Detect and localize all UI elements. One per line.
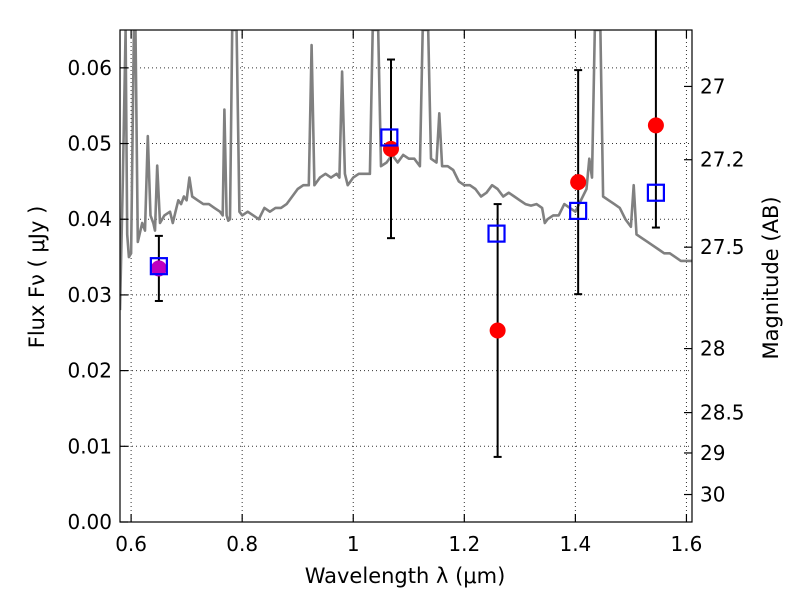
- x-tick-label: 0.8: [226, 532, 258, 556]
- y-axis-ticks: 0.00 0.01 0.02 0.03 0.04 0.05 0.06: [67, 56, 128, 534]
- x-tick-label: 0.6: [115, 532, 147, 556]
- right-tick-label: 27: [700, 74, 725, 98]
- model-photometry-boxes: [149, 128, 666, 276]
- right-tick-label: 28.5: [700, 401, 745, 425]
- right-tick-label: 27.2: [700, 148, 745, 172]
- observed-point: [150, 260, 167, 277]
- observed-point: [570, 174, 587, 191]
- y-tick-label: 0.05: [67, 132, 112, 156]
- observed-point: [647, 117, 664, 134]
- model-photometry-box: [487, 224, 506, 243]
- model-photometry-box: [149, 257, 168, 276]
- y-tick-label: 0.01: [67, 434, 112, 458]
- right-tick-label: 28: [700, 337, 725, 361]
- observed-point: [489, 322, 506, 339]
- x-tick-label: 1.4: [559, 532, 591, 556]
- x-tick-label: 1.2: [448, 532, 480, 556]
- model-photometry-box: [569, 201, 588, 221]
- right-tick-label: 29: [700, 441, 725, 465]
- model-spectrum-line: [120, 30, 692, 311]
- grid-lines: [120, 30, 692, 523]
- plot-frame: [119, 29, 693, 523]
- y-axis-label: Flux Fν ( μJy ): [25, 206, 49, 349]
- plot-area: [120, 30, 692, 458]
- y-tick-label: 0.04: [67, 207, 112, 231]
- right-tick-label: 30: [700, 483, 725, 507]
- y-tick-label: 0.00: [67, 510, 112, 534]
- observed-points: [150, 117, 664, 339]
- x-tick-label: 1.6: [671, 532, 703, 556]
- right-tick-label: 27.5: [700, 235, 745, 259]
- y-tick-label: 0.03: [67, 283, 112, 307]
- right-axis-ticks: 27 27.2 27.5 28 28.5 29 30: [684, 74, 745, 507]
- x-axis-label: Wavelength λ (μm): [305, 564, 506, 588]
- y-tick-label: 0.02: [67, 359, 112, 383]
- model-photometry-box: [380, 128, 399, 147]
- model-photometry-box: [646, 183, 666, 202]
- right-axis-label: Magnitude (AB): [759, 196, 783, 359]
- x-tick-label: 1: [347, 532, 360, 556]
- y-tick-label: 0.06: [67, 56, 112, 80]
- x-axis-ticks: 0.6 0.8 1 1.2 1.4 1.6: [115, 30, 702, 556]
